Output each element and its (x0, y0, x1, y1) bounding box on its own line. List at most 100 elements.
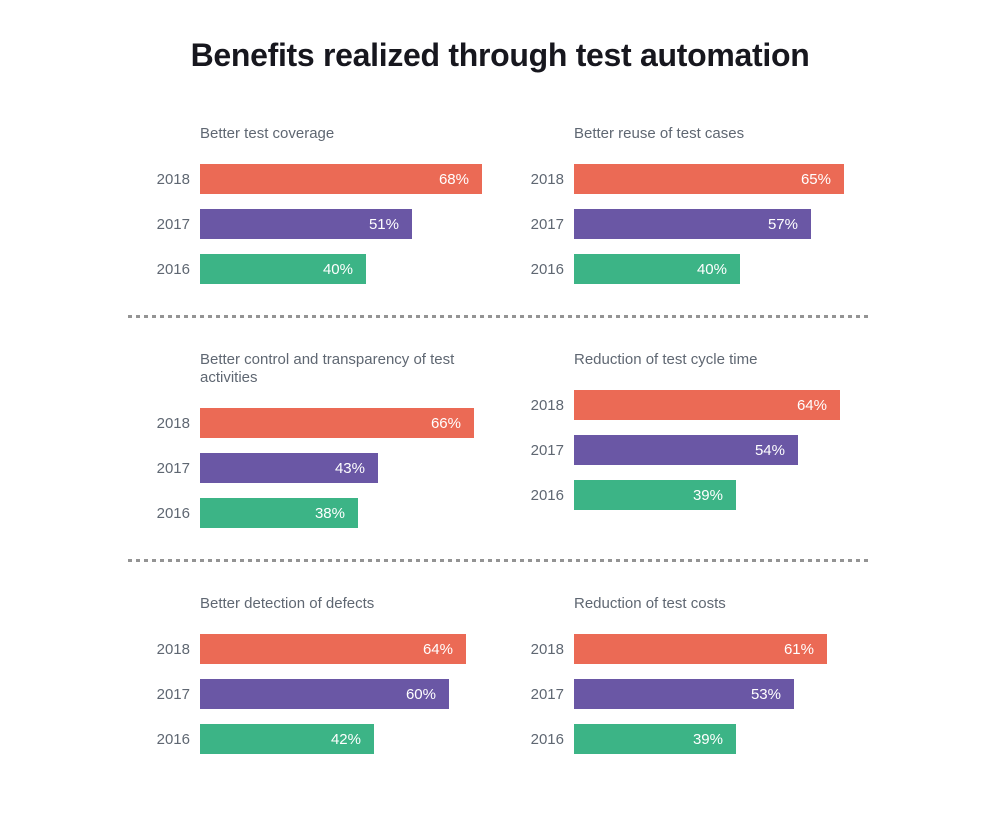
bar-chart-better-test-coverage: Better test coverage 2018 68% 2017 51% (128, 125, 502, 299)
value-label: 61% (783, 640, 814, 658)
bar-row: 2018 64% (502, 390, 876, 420)
bar-row: 2017 51% (128, 209, 502, 239)
bar-track: 39% (574, 724, 876, 754)
bar-row: 2018 61% (502, 634, 876, 664)
bar-row: 2017 43% (128, 453, 502, 483)
chart-row-3: Better detection of defects 2018 64% 201… (128, 595, 1000, 769)
bar-2016: 40% (574, 254, 740, 284)
bar-track: 65% (574, 164, 876, 194)
chart-title: Better test coverage (200, 125, 335, 142)
bar-track: 60% (200, 679, 502, 709)
bar-track: 66% (200, 408, 502, 438)
value-label: 38% (314, 504, 345, 522)
bar-2017: 57% (574, 209, 811, 239)
bar-chart-better-reuse-of-test-cases: Better reuse of test cases 2018 65% 2017… (502, 125, 876, 299)
dashed-separator (128, 559, 872, 562)
category-label-2016: 2016 (530, 260, 564, 278)
value-label: 54% (754, 441, 785, 459)
bar-track: 54% (574, 435, 876, 465)
bar-chart-reduction-of-test-costs: Reduction of test costs 2018 61% 2017 53… (502, 595, 876, 769)
category-label-2016: 2016 (156, 260, 190, 278)
bar-2016: 39% (574, 724, 736, 754)
value-label: 60% (405, 685, 436, 703)
category-label-2017: 2017 (530, 215, 564, 233)
value-label: 64% (422, 640, 453, 658)
bar-row: 2016 40% (128, 254, 502, 284)
bar-2018: 61% (574, 634, 827, 664)
bar-track: 53% (574, 679, 876, 709)
category-label-2018: 2018 (156, 414, 190, 432)
bar-2017: 60% (200, 679, 449, 709)
dashed-separator (128, 315, 872, 318)
bar-row: 2016 38% (128, 498, 502, 528)
category-label-2016: 2016 (156, 730, 190, 748)
bar-row: 2018 64% (128, 634, 502, 664)
bar-row: 2017 60% (128, 679, 502, 709)
value-label: 68% (438, 170, 469, 188)
value-label: 64% (796, 396, 827, 414)
category-label-2017: 2017 (530, 441, 564, 459)
value-label: 40% (322, 260, 353, 278)
chart-row-2: Better control and transparency of test … (128, 351, 1000, 543)
category-label-2018: 2018 (530, 170, 564, 188)
bar-track: 51% (200, 209, 502, 239)
bar-track: 64% (574, 390, 876, 420)
chart-title: Better detection of defects (200, 595, 375, 612)
value-label: 57% (767, 215, 798, 233)
bar-row: 2018 68% (128, 164, 502, 194)
bar-row: 2016 39% (502, 480, 876, 510)
category-label-2016: 2016 (156, 504, 190, 522)
chart-title: Better reuse of test cases (574, 125, 745, 142)
charts-grid: Better test coverage 2018 68% 2017 51% (0, 125, 1000, 769)
chart-title: Reduction of test costs (574, 595, 726, 612)
bar-chart-better-control-and-transparency: Better control and transparency of test … (128, 351, 502, 543)
bar-2017: 51% (200, 209, 412, 239)
bar-chart-reduction-of-test-cycle-time: Reduction of test cycle time 2018 64% 20… (502, 351, 876, 543)
chart-title: Better control and transparency of test … (200, 351, 455, 386)
value-label: 39% (692, 730, 723, 748)
bar-track: 40% (200, 254, 502, 284)
value-label: 40% (696, 260, 727, 278)
bar-track: 42% (200, 724, 502, 754)
bar-2018: 66% (200, 408, 474, 438)
chart-row-1: Better test coverage 2018 68% 2017 51% (128, 125, 1000, 299)
bar-row: 2016 42% (128, 724, 502, 754)
bar-row: 2017 54% (502, 435, 876, 465)
bar-2016: 38% (200, 498, 358, 528)
value-label: 43% (334, 459, 365, 477)
bar-track: 64% (200, 634, 502, 664)
bar-2018: 68% (200, 164, 482, 194)
value-label: 66% (430, 414, 461, 432)
value-label: 53% (750, 685, 781, 703)
value-label: 51% (368, 215, 399, 233)
bar-2017: 54% (574, 435, 798, 465)
bar-2016: 39% (574, 480, 736, 510)
bar-row: 2017 53% (502, 679, 876, 709)
value-label: 39% (692, 486, 723, 504)
bar-track: 43% (200, 453, 502, 483)
bar-row: 2016 39% (502, 724, 876, 754)
bar-row: 2018 66% (128, 408, 502, 438)
bar-row: 2017 57% (502, 209, 876, 239)
value-label: 42% (330, 730, 361, 748)
category-label-2018: 2018 (530, 396, 564, 414)
bar-track: 68% (200, 164, 502, 194)
bar-row: 2018 65% (502, 164, 876, 194)
bar-2016: 40% (200, 254, 366, 284)
bar-2018: 65% (574, 164, 844, 194)
category-label-2018: 2018 (530, 640, 564, 658)
bar-track: 57% (574, 209, 876, 239)
bar-2018: 64% (574, 390, 840, 420)
bar-track: 39% (574, 480, 876, 510)
category-label-2017: 2017 (156, 215, 190, 233)
category-label-2016: 2016 (530, 730, 564, 748)
value-label: 65% (800, 170, 831, 188)
bar-chart-better-detection-of-defects: Better detection of defects 2018 64% 201… (128, 595, 502, 769)
chart-title: Reduction of test cycle time (574, 351, 758, 368)
bar-2016: 42% (200, 724, 374, 754)
category-label-2018: 2018 (156, 170, 190, 188)
category-label-2017: 2017 (530, 685, 564, 703)
category-label-2016: 2016 (530, 486, 564, 504)
bar-track: 61% (574, 634, 876, 664)
bar-track: 40% (574, 254, 876, 284)
